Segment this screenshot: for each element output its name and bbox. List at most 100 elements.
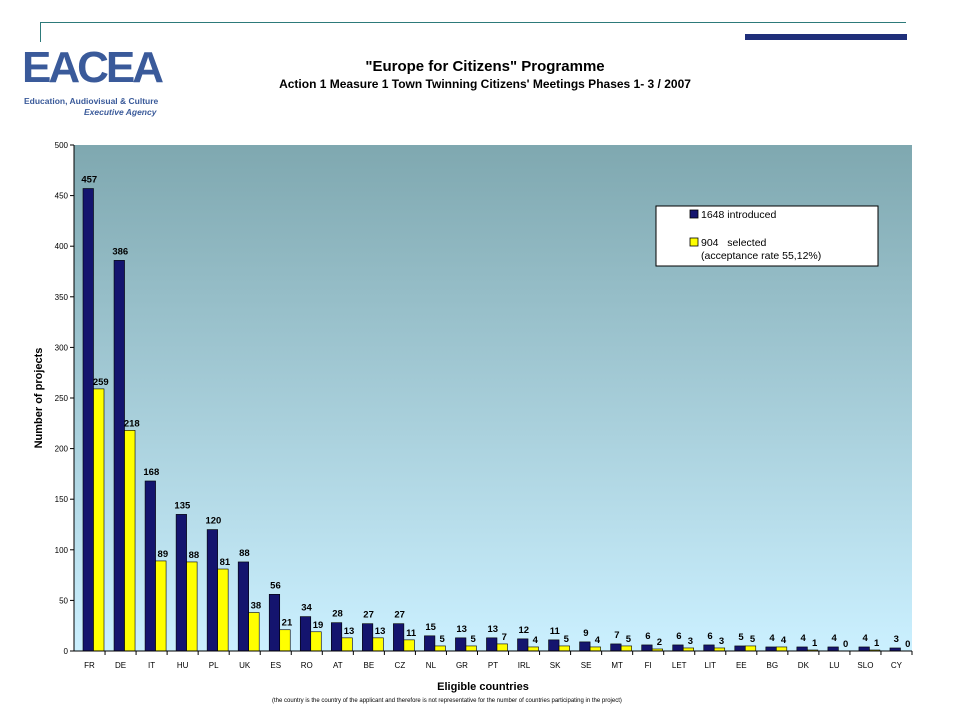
data-label-selected: 5 (440, 634, 446, 645)
data-label-selected: 4 (533, 635, 539, 646)
bar-introduced (827, 646, 839, 652)
legend-swatch-selected (689, 237, 699, 247)
data-label-introduced: 6 (676, 631, 681, 642)
bar-introduced (113, 260, 125, 652)
bar-introduced (548, 639, 560, 652)
header-accent-bar (745, 34, 907, 40)
x-tick-label: ES (270, 661, 281, 670)
x-tick-label: SK (550, 661, 561, 670)
bar-introduced (82, 188, 94, 652)
bar-introduced (237, 561, 249, 652)
data-label-introduced: 4 (769, 633, 775, 644)
bar-introduced (610, 643, 622, 652)
bar-selected (620, 645, 632, 652)
data-label-selected: 3 (719, 636, 724, 647)
x-tick-label: PT (488, 661, 498, 670)
bar-selected (341, 637, 353, 652)
x-tick-label: RO (301, 661, 313, 670)
data-label-introduced: 168 (143, 467, 159, 478)
data-label-introduced: 9 (583, 628, 588, 639)
bar-introduced (796, 646, 808, 652)
data-label-selected: 7 (502, 632, 507, 643)
legend-label-selected: 904 selected (701, 237, 767, 249)
left-rule (40, 22, 41, 42)
data-label-introduced: 4 (831, 633, 837, 644)
data-label-introduced: 13 (456, 624, 467, 635)
x-tick-label: NL (426, 661, 437, 670)
data-label-introduced: 135 (174, 500, 191, 511)
data-label-selected: 38 (251, 601, 262, 612)
data-label-introduced: 28 (332, 609, 343, 620)
data-label-selected: 88 (189, 550, 200, 561)
logo-line-1: Education, Audiovisual & Culture (24, 96, 159, 106)
data-label-selected: 4 (781, 635, 787, 646)
x-tick-label: HU (177, 661, 189, 670)
bar-selected (403, 639, 415, 652)
bar-introduced (579, 641, 591, 652)
data-label-introduced: 13 (487, 624, 498, 635)
x-tick-label: SLO (857, 661, 873, 670)
y-tick-label: 350 (55, 293, 69, 302)
x-tick-label: DE (115, 661, 126, 670)
y-tick-label: 250 (55, 394, 69, 403)
data-label-introduced: 5 (738, 632, 744, 643)
data-label-selected: 259 (93, 377, 109, 388)
data-label-selected: 89 (158, 549, 169, 560)
legend-label-selected-rate: (acceptance rate 55,12%) (701, 250, 821, 262)
data-label-introduced: 56 (270, 580, 281, 591)
bar-introduced (268, 594, 281, 652)
bar-selected (434, 645, 446, 652)
bar-selected (527, 646, 539, 652)
data-label-selected: 5 (564, 634, 570, 645)
bar-introduced (765, 646, 777, 652)
bar-introduced (330, 622, 343, 652)
x-tick-label: CY (891, 661, 903, 670)
data-label-introduced: 457 (81, 175, 97, 186)
bar-selected (279, 629, 291, 652)
y-tick-label: 450 (55, 192, 69, 201)
data-label-introduced: 4 (800, 633, 806, 644)
x-tick-label: GR (456, 661, 468, 670)
data-label-selected: 1 (874, 638, 880, 649)
bar-introduced (672, 644, 684, 652)
data-label-introduced: 15 (425, 622, 436, 633)
data-label-selected: 13 (344, 626, 355, 637)
x-tick-label: SE (581, 661, 592, 670)
x-tick-label: AT (333, 661, 343, 670)
chart-title: "Europe for Citizens" Programme (365, 58, 605, 75)
bar-introduced (486, 637, 498, 652)
bar-introduced (734, 645, 746, 652)
bar-selected (589, 646, 601, 652)
data-label-selected: 1 (812, 638, 818, 649)
bar-selected (217, 568, 229, 652)
x-tick-label: BE (364, 661, 375, 670)
data-label-introduced: 11 (550, 626, 561, 637)
data-label-introduced: 386 (112, 246, 128, 257)
y-tick-label: 0 (64, 647, 69, 656)
data-label-selected: 2 (657, 637, 662, 648)
y-axis-label: Number of projects (33, 348, 45, 449)
bar-introduced (517, 638, 529, 652)
data-label-selected: 218 (124, 418, 140, 429)
y-tick-label: 50 (59, 596, 68, 605)
data-label-selected: 5 (626, 634, 632, 645)
bar-introduced (641, 644, 653, 652)
x-tick-label: DK (798, 661, 810, 670)
bar-introduced (206, 529, 218, 652)
data-label-selected: 0 (905, 639, 910, 650)
data-label-introduced: 6 (707, 631, 712, 642)
bar-introduced (393, 623, 405, 652)
data-label-selected: 5 (750, 634, 756, 645)
data-label-selected: 3 (688, 636, 693, 647)
y-tick-label: 300 (55, 343, 69, 352)
bar-selected (372, 637, 384, 652)
x-tick-label: UK (239, 661, 251, 670)
bar-introduced (175, 514, 187, 652)
y-tick-label: 200 (55, 445, 69, 454)
bar-introduced (455, 637, 467, 652)
data-label-introduced: 12 (518, 625, 529, 636)
data-label-selected: 81 (220, 557, 231, 568)
data-label-selected: 13 (375, 626, 386, 637)
bar-selected (558, 645, 570, 652)
